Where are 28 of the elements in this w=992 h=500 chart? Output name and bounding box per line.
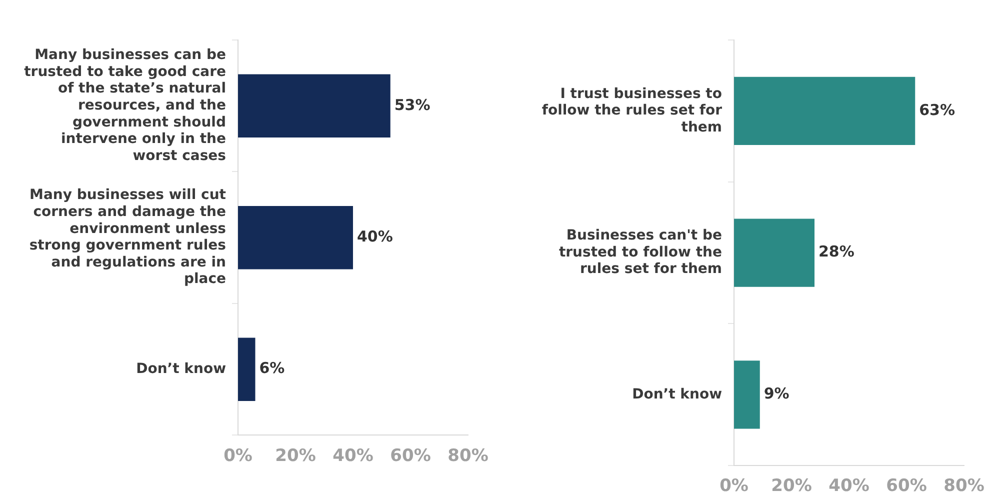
y-tick-label: Businesses can't be trusted to follow the rules set for them: [558, 228, 722, 278]
x-tick-label: 40%: [332, 446, 374, 466]
data-label: 6%: [259, 359, 285, 378]
bar: [238, 206, 353, 270]
bar: [238, 74, 390, 138]
bar: [734, 218, 814, 287]
x-tick-label: 20%: [771, 476, 812, 496]
x-tick-label: 0%: [720, 476, 748, 496]
y-tick-label: Many businesses will cut corners and damage the environment unless strong government rules and regulations are in place: [29, 187, 226, 288]
bar: [238, 338, 256, 401]
y-tick-label: Many businesses can be trusted to take good care of the state’s natural resources, and the government should intervene only in the worst cases: [24, 47, 226, 164]
y-tick-label: I trust businesses to follow the rules set for them: [542, 86, 722, 136]
data-label: 9%: [764, 384, 790, 403]
bar: [734, 76, 916, 145]
x-tick-label: 80%: [944, 476, 984, 496]
x-tick-label: 20%: [275, 446, 316, 466]
data-label: 63%: [919, 100, 956, 119]
data-label: 53%: [394, 96, 430, 114]
x-tick-label: 60%: [886, 476, 927, 496]
x-tick-label: 80%: [448, 446, 488, 466]
x-tick-label: 0%: [224, 446, 252, 466]
bar: [734, 360, 760, 429]
x-tick-label: 40%: [828, 476, 870, 496]
x-tick-label: 60%: [390, 446, 431, 466]
data-label: 40%: [357, 227, 393, 246]
y-tick-label: Don’t know: [632, 386, 722, 402]
data-label: 28%: [818, 242, 854, 261]
y-tick-label: Don’t know: [136, 360, 226, 377]
